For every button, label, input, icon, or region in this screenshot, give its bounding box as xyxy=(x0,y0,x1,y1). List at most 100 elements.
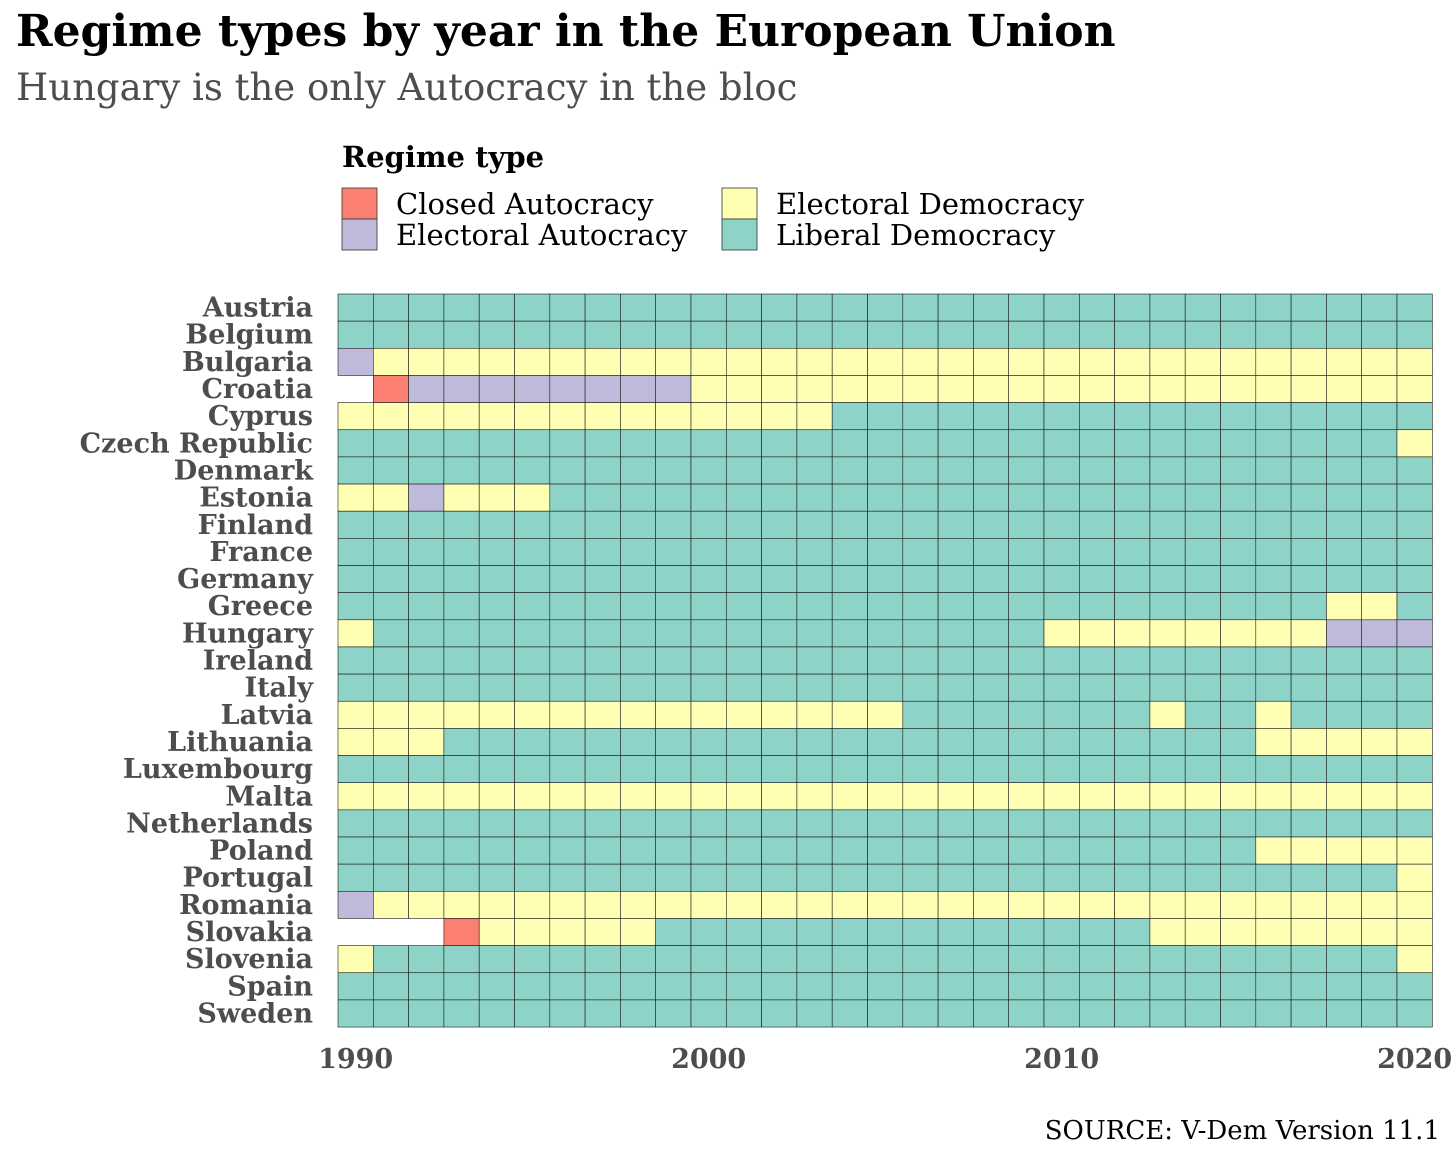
cell-finland-2016 xyxy=(1255,510,1292,539)
cell-portugal-1995 xyxy=(514,863,551,892)
cell-czech-republic-2002 xyxy=(761,429,798,458)
cell-cyprus-2009 xyxy=(1008,402,1045,431)
cell-croatia-1995 xyxy=(514,375,551,403)
cell-croatia-2009 xyxy=(1008,375,1045,403)
cell-poland-2019 xyxy=(1361,836,1398,865)
cell-cyprus-1999 xyxy=(655,402,692,431)
cell-poland-1993 xyxy=(443,836,480,865)
cell-romania-2018 xyxy=(1326,890,1363,919)
cell-germany-2006 xyxy=(902,565,939,593)
cell-romania-2003 xyxy=(796,890,833,919)
cell-france-2011 xyxy=(1079,538,1115,566)
cell-netherlands-2015 xyxy=(1220,809,1257,838)
cell-finland-2001 xyxy=(725,510,762,539)
cell-latvia-1991 xyxy=(372,700,409,729)
cell-austria-1998 xyxy=(620,293,657,322)
cell-finland-2003 xyxy=(796,510,833,539)
cell-latvia-2009 xyxy=(1008,700,1045,729)
cell-belgium-1992 xyxy=(408,320,445,349)
legend-swatch-liberal-democracy xyxy=(721,218,758,251)
cell-luxembourg-2015 xyxy=(1220,755,1257,783)
cell-malta-1996 xyxy=(549,782,586,811)
cell-slovenia-2007 xyxy=(937,945,974,974)
cell-belgium-2014 xyxy=(1184,320,1221,349)
cell-lithuania-2011 xyxy=(1079,728,1115,756)
cell-czech-republic-2011 xyxy=(1079,429,1115,458)
cell-ireland-2016 xyxy=(1255,646,1292,675)
cell-ireland-1991 xyxy=(372,646,409,675)
cell-germany-2005 xyxy=(867,565,904,593)
y-label-croatia: Croatia xyxy=(202,374,313,405)
cell-lithuania-2002 xyxy=(761,728,798,756)
cell-ireland-1994 xyxy=(478,646,515,675)
cell-ireland-2017 xyxy=(1290,646,1327,675)
cell-romania-2020 xyxy=(1396,890,1433,919)
cell-finland-2013 xyxy=(1149,510,1186,539)
cell-ireland-2013 xyxy=(1149,646,1186,675)
cell-cyprus-1992 xyxy=(408,402,445,431)
cell-spain-1997 xyxy=(584,972,621,1001)
cell-italy-2006 xyxy=(902,673,939,702)
cell-denmark-2003 xyxy=(796,456,833,485)
cell-czech-republic-1998 xyxy=(620,429,657,458)
cell-ireland-2015 xyxy=(1220,646,1257,675)
cell-portugal-2016 xyxy=(1255,863,1292,892)
cell-slovenia-2000 xyxy=(690,945,727,974)
cell-finland-2018 xyxy=(1326,510,1363,539)
cell-malta-2007 xyxy=(937,782,974,811)
cell-cyprus-2019 xyxy=(1361,402,1398,431)
cell-slovakia-2020 xyxy=(1396,918,1433,946)
cell-czech-republic-2018 xyxy=(1326,429,1363,458)
cell-portugal-2000 xyxy=(690,863,727,892)
cell-slovenia-2005 xyxy=(867,945,904,974)
cell-poland-2004 xyxy=(831,836,868,865)
cell-netherlands-2019 xyxy=(1361,809,1398,838)
cell-portugal-1991 xyxy=(372,863,409,892)
cell-latvia-2006 xyxy=(902,700,939,729)
cell-austria-1993 xyxy=(443,293,480,322)
cell-slovenia-1993 xyxy=(443,945,480,974)
cell-malta-2008 xyxy=(973,782,1010,811)
cell-hungary-1999 xyxy=(655,619,692,648)
cell-latvia-2002 xyxy=(761,700,798,729)
cell-germany-2003 xyxy=(796,565,833,593)
cell-estonia-2005 xyxy=(867,483,904,512)
cell-cyprus-1994 xyxy=(478,402,515,431)
cell-portugal-2005 xyxy=(867,863,904,892)
cell-sweden-2007 xyxy=(937,999,974,1028)
cell-malta-1998 xyxy=(620,782,657,811)
cell-hungary-2002 xyxy=(761,619,798,648)
cell-italy-1997 xyxy=(584,673,621,702)
cell-czech-republic-1993 xyxy=(443,429,480,458)
cell-portugal-2001 xyxy=(725,863,762,892)
y-label-cyprus: Cyprus xyxy=(208,401,313,432)
cell-germany-1993 xyxy=(443,565,480,593)
cell-slovenia-1997 xyxy=(584,945,621,974)
cell-luxembourg-1990 xyxy=(337,755,374,783)
cell-luxembourg-2013 xyxy=(1149,755,1186,783)
cell-sweden-1994 xyxy=(478,999,515,1028)
cell-belgium-2002 xyxy=(761,320,798,349)
cell-estonia-2007 xyxy=(937,483,974,512)
cell-netherlands-2009 xyxy=(1008,809,1045,838)
cell-poland-2005 xyxy=(867,836,904,865)
cell-malta-2005 xyxy=(867,782,904,811)
cell-germany-2012 xyxy=(1114,565,1151,593)
cell-hungary-2005 xyxy=(867,619,904,648)
cell-spain-1991 xyxy=(372,972,409,1001)
cell-poland-2011 xyxy=(1079,836,1115,865)
cell-france-2003 xyxy=(796,538,833,566)
cell-slovakia-2012 xyxy=(1114,918,1151,946)
cell-lithuania-2017 xyxy=(1290,728,1327,756)
y-label-slovakia: Slovakia xyxy=(186,917,313,948)
cell-latvia-1999 xyxy=(655,700,692,729)
cell-belgium-2018 xyxy=(1326,320,1363,349)
cell-bulgaria-2008 xyxy=(973,347,1010,376)
cell-latvia-2014 xyxy=(1184,700,1221,729)
cell-austria-2011 xyxy=(1079,293,1115,322)
cell-lithuania-2003 xyxy=(796,728,833,756)
cell-ireland-2009 xyxy=(1008,646,1045,675)
cell-lithuania-2010 xyxy=(1043,728,1080,756)
x-axis-labels: 1990 2000 2010 2020 xyxy=(318,1044,1452,1075)
cell-slovakia-1994 xyxy=(478,918,515,946)
